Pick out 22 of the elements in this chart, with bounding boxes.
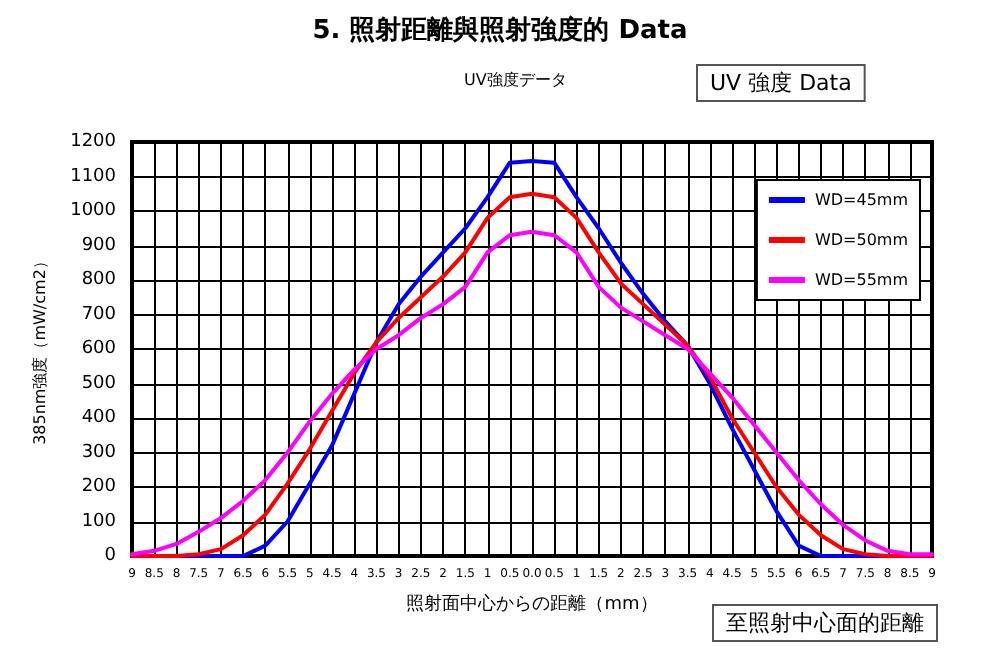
y-tick-label: 300 (81, 442, 117, 463)
y-tick-label: 800 (81, 270, 117, 290)
text: UV 強度 Data (710, 70, 852, 96)
x-axis-title: 照射面中心からの距離（mm） (406, 593, 658, 615)
legend-label: WD=50mm (814, 231, 909, 249)
y-tick-label: 600 (81, 339, 117, 359)
y-tick-label: 400 (81, 408, 117, 428)
text: UV強度データ (464, 71, 567, 89)
y-axis-title: 385nm強度（mW/cm2） (31, 253, 50, 445)
y-tick-label: 200 (81, 477, 117, 497)
y-tick-label: 700 (81, 304, 117, 325)
y-tick-label: 1000 (70, 201, 117, 221)
legend-label: WD=55mm (814, 271, 909, 289)
y-tick-label: 900 (81, 235, 117, 256)
y-tick-label: 0 (104, 546, 117, 566)
y-tick-label: 1100 (70, 166, 117, 187)
chart-title: 5. 照射距離與照射強度的 Data (312, 14, 688, 46)
text: 至照射中心面的距離 (726, 610, 924, 636)
y-tick-label: 500 (81, 373, 117, 394)
y-tick-label: 1200 (70, 132, 117, 152)
legend-label: WD=45mm (814, 191, 909, 209)
y-tick-label: 100 (81, 511, 117, 532)
